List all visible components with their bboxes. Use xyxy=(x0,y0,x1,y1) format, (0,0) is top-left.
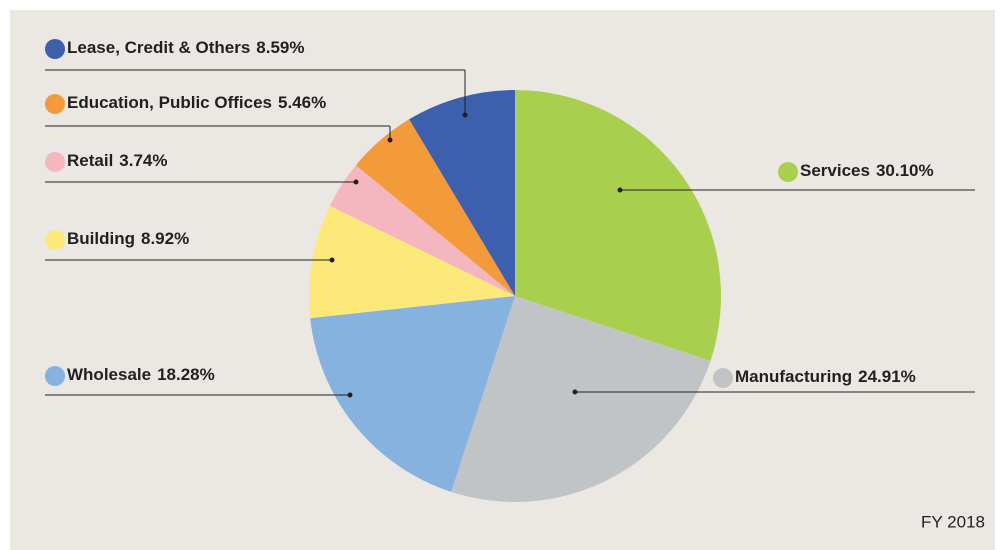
slice-label: Education, Public Offices 5.46% xyxy=(67,93,326,112)
value-label: 8.92% xyxy=(141,229,189,248)
legend-dot xyxy=(778,162,798,182)
category-name: Lease, Credit & Others xyxy=(67,38,250,57)
pie-slice xyxy=(451,296,711,502)
leader-dot xyxy=(329,257,335,263)
slice-label: Building 8.92% xyxy=(67,229,189,248)
legend-dot xyxy=(713,368,733,388)
pie-slice xyxy=(310,296,515,492)
legend-dot xyxy=(45,230,65,250)
leader-dot xyxy=(617,187,623,193)
leader-dot xyxy=(347,392,353,398)
annotation: FY 2018 xyxy=(921,512,985,531)
leader-dot xyxy=(353,179,359,185)
pie-slice xyxy=(409,90,515,296)
pie-slice xyxy=(329,165,515,296)
slice-label: Services 30.10% xyxy=(800,161,934,180)
value-label: 5.46% xyxy=(278,93,326,112)
slice-label: Manufacturing 24.91% xyxy=(735,367,916,386)
category-name: Retail xyxy=(67,151,113,170)
pie-slice xyxy=(515,90,721,361)
pie-slice xyxy=(355,119,515,296)
legend-dot xyxy=(45,39,65,59)
value-label: 8.59% xyxy=(256,38,304,57)
slice-label: Retail 3.74% xyxy=(67,151,168,170)
leader-dot xyxy=(572,389,578,395)
slice-label: Wholesale 18.28% xyxy=(67,365,215,384)
value-label: 18.28% xyxy=(157,365,215,384)
slice-label: Lease, Credit & Others 8.59% xyxy=(67,38,304,57)
pie-slice xyxy=(309,205,515,319)
legend-dot xyxy=(45,94,65,114)
legend-dot xyxy=(45,152,65,172)
category-name: Building xyxy=(67,229,135,248)
leader-dot xyxy=(462,112,468,118)
value-label: 24.91% xyxy=(858,367,916,386)
category-name: Education, Public Offices xyxy=(67,93,272,112)
value-label: 30.10% xyxy=(876,161,934,180)
category-name: Manufacturing xyxy=(735,367,852,386)
legend-dot xyxy=(45,366,65,386)
value-label: 3.74% xyxy=(119,151,167,170)
leader-dot xyxy=(387,137,393,143)
category-name: Services xyxy=(800,161,870,180)
category-name: Wholesale xyxy=(67,365,151,384)
